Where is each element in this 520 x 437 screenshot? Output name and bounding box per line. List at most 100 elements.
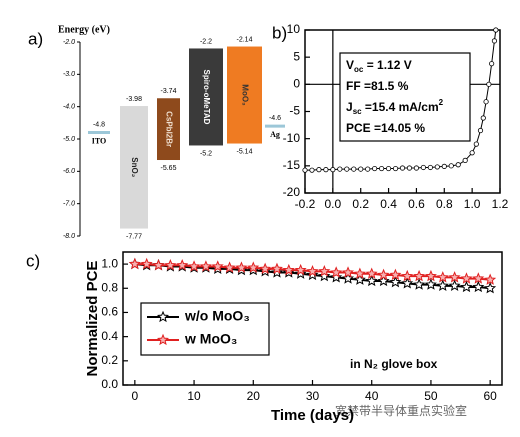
data-point [472,280,485,293]
annotation-text: J [346,100,353,114]
y-tick-label: 0.4 [101,329,118,343]
data-point [424,269,437,282]
layer-name: MoO₃ [240,84,249,106]
data-point [413,269,426,282]
data-point [353,267,366,279]
layer-name: CsPbI2Br [164,111,173,147]
data-point [389,275,402,288]
data-point [401,277,414,289]
layer-name: Ag [270,130,280,139]
data-point [365,166,371,172]
panel-label: b) [272,23,287,42]
data-point [491,38,498,44]
annotation-line: PCE =14.05 % [346,121,425,135]
x-tick-label: 10 [187,389,201,403]
data-point [441,163,447,169]
data-point [270,266,283,278]
y-tick-label: -6.0 [63,168,75,175]
annotation-line: Voc = 1.12 V [346,58,412,74]
data-point [351,166,357,172]
data-point [460,280,473,293]
y-tick-label: -15 [283,158,301,172]
data-point [176,258,189,271]
y-tick-label: -5 [289,104,300,118]
data-point [377,268,390,281]
data-point [259,262,272,275]
band-bottom-label: -7.77 [126,233,142,240]
data-point [140,257,153,270]
x-tick-label: 1.2 [492,197,509,211]
y-tick-label: 0.6 [101,305,118,319]
data-point [365,267,378,279]
data-point [434,164,440,170]
y-tick-label: -7.0 [63,201,75,208]
energy-band [157,98,180,161]
data-point [436,271,449,283]
data-point [392,165,399,172]
x-tick-label: 20 [247,389,261,403]
data-point [152,258,165,271]
y-tick-label: 10 [287,22,301,36]
data-point [306,265,319,277]
x-tick-label: 60 [483,389,497,403]
data-point [211,260,224,272]
watermark: 宽禁带半导体重点实验室 [335,403,467,418]
data-point [427,164,433,171]
annotation-subscript: oc [354,65,364,74]
annotation-text: =15.4 mA/cm [362,100,439,114]
data-point [223,261,236,273]
data-point [309,167,315,173]
x-tick-label: 1.0 [464,197,481,211]
y-tick-label: 0.2 [101,353,118,367]
y-tick-label: -5.0 [63,136,75,143]
band-top-label: -3.74 [161,88,177,95]
layer-name: Spiro-oMeTAD [202,69,211,124]
y-tick-label: -20 [283,185,301,199]
x-tick-label: 0.6 [408,197,425,211]
data-point [448,279,461,291]
x-tick-label: 50 [424,389,438,403]
annotation: in N₂ glove box [350,357,438,371]
data-point [247,261,260,273]
data-point [448,271,461,283]
data-point [318,265,331,277]
data-point [420,164,426,171]
level-label: -4.6 [269,115,281,122]
panel-label: c) [26,251,40,270]
x-tick-label: 0 [132,389,139,403]
legend-box [140,302,270,356]
annotation-text: = 1.12 V [363,58,411,72]
y-tick-label: -2.0 [63,39,75,46]
data-point [188,260,201,272]
data-point [472,272,485,284]
data-point [448,163,454,169]
annotation-text: FF =81.5 % [346,79,409,93]
x-tick-label: 40 [365,389,379,403]
data-point [377,274,390,287]
data-point [477,127,484,134]
x-tick-label: 0.4 [380,197,397,211]
legend-marker [157,310,169,323]
annotation-superscript: 2 [439,98,444,107]
data-point [294,263,307,276]
panel-label: a) [28,29,43,48]
band-bottom-label: -5.14 [237,148,253,155]
data-point [413,278,426,290]
data-point [406,165,413,171]
energy-band [120,106,148,229]
x-tick-label: 30 [306,389,320,403]
data-point [436,279,449,291]
data-point [316,167,322,173]
data-point [489,61,495,67]
data-point [389,268,402,281]
data-point [480,115,486,121]
y-axis-label: Normalized PCE [84,261,101,377]
y-tick-label: 5 [293,49,300,63]
data-point [353,273,366,285]
layer-name: ITO [92,136,107,145]
data-point [372,165,378,172]
data-point [330,271,343,283]
data-point [330,266,343,278]
data-point [424,278,437,290]
